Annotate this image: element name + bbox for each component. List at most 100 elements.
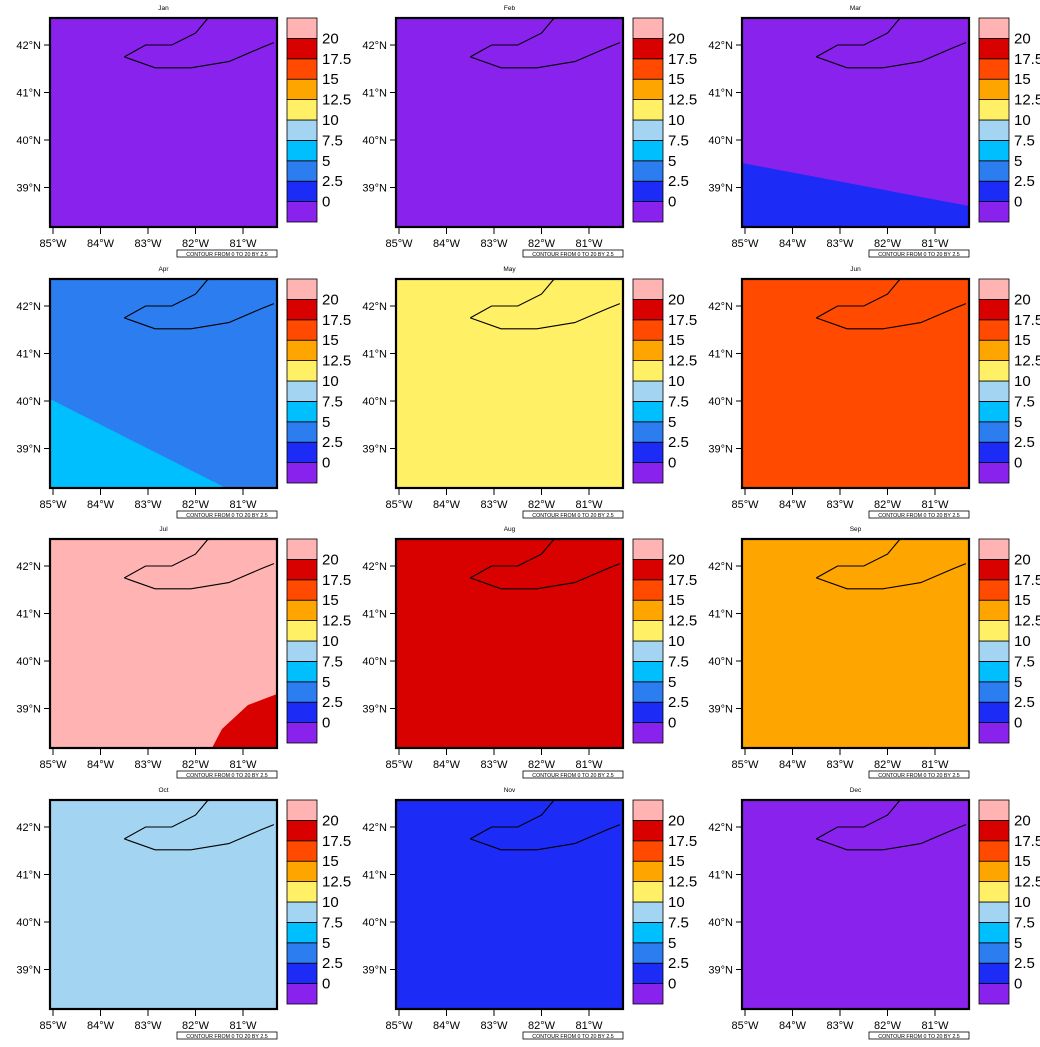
lon-label: 85°W: [731, 1020, 759, 1032]
colorbar-level: 5: [668, 935, 676, 952]
lon-label: 83°W: [480, 238, 508, 250]
colorbar-level: 12.5: [1014, 92, 1040, 109]
contour-info: CONTOUR FROM 0 TO 20 BY 2.5: [532, 252, 613, 258]
colorbar: 0 2.5 5 7.5 10 12.5 15 17.5 20: [632, 17, 697, 223]
colorbar-swatch: [632, 860, 664, 883]
lat-label: 42°N: [708, 40, 733, 52]
colorbar-level: 7.5: [668, 132, 689, 149]
colorbar-swatch: [978, 722, 1010, 744]
map-frame: [394, 16, 625, 229]
contour-info: CONTOUR FROM 0 TO 20 BY 2.5: [532, 773, 613, 779]
colorbar-level: 17.5: [322, 833, 351, 850]
lon-label: 82°W: [182, 499, 210, 511]
lat-label: 39°N: [708, 704, 733, 716]
colorbar-swatch: [978, 201, 1010, 223]
colorbar-level: 10: [668, 112, 685, 129]
shoreline: [816, 563, 967, 590]
panel-title: Jun: [850, 266, 861, 273]
contour-info-box: [522, 510, 624, 519]
contour-info: CONTOUR FROM 0 TO 20 BY 2.5: [186, 252, 267, 258]
colorbar-swatch: [978, 78, 1010, 101]
colorbar-level: 0: [322, 194, 330, 211]
colorbar-level: 2.5: [1014, 434, 1035, 451]
colorbar-level: 20: [322, 291, 339, 308]
colorbar-swatch: [978, 681, 1010, 703]
colorbar-level: 0: [1014, 194, 1022, 211]
lon-label: 83°W: [134, 1020, 162, 1032]
colorbar-level: 7.5: [668, 653, 689, 670]
lon-label: 83°W: [134, 238, 162, 250]
colorbar-swatch: [632, 579, 664, 601]
colorbar-level: 2.5: [322, 173, 343, 190]
colorbar-swatch: [286, 298, 318, 321]
lon-label: 82°W: [528, 499, 556, 511]
lon-label: 81°W: [575, 759, 603, 771]
colorbar-level: 2.5: [668, 955, 689, 972]
colorbar-swatch: [632, 58, 664, 80]
lon-label: 84°W: [779, 238, 807, 250]
colorbar-swatch: [286, 319, 318, 341]
lon-label: 83°W: [480, 499, 508, 511]
lon-label: 81°W: [921, 1020, 949, 1032]
contour-info: CONTOUR FROM 0 TO 20 BY 2.5: [532, 1034, 613, 1040]
colorbar-level: 15: [1014, 853, 1031, 870]
colorbar-swatch: [978, 99, 1010, 121]
lat-label: 40°N: [708, 917, 733, 929]
colorbar-swatch: [286, 421, 318, 443]
colorbar-swatch: [286, 681, 318, 703]
lon-label: 81°W: [229, 238, 257, 250]
colorbar-level: 2.5: [322, 694, 343, 711]
colorbar-swatch: [286, 722, 318, 744]
colorbar-swatch: [978, 901, 1010, 923]
colorbar-swatch: [286, 119, 318, 141]
map-frame: [394, 537, 625, 750]
colorbar-level: 15: [668, 853, 685, 870]
lon-label: 83°W: [826, 499, 854, 511]
contour-info: CONTOUR FROM 0 TO 20 BY 2.5: [878, 1034, 959, 1040]
lon-label: 82°W: [874, 759, 902, 771]
lat-label: 41°N: [362, 609, 387, 621]
colorbar-level: 7.5: [668, 393, 689, 410]
shoreline: [816, 824, 967, 851]
colorbar-level: 10: [668, 633, 685, 650]
lon-label: 82°W: [182, 1020, 210, 1032]
lat-label: 41°N: [708, 349, 733, 361]
colorbar-level: 17.5: [1014, 572, 1040, 589]
colorbar-swatch: [632, 538, 664, 560]
lon-label: 84°W: [433, 238, 461, 250]
contour-info-box: [176, 770, 278, 779]
colorbar-level: 10: [1014, 633, 1031, 650]
lat-label: 41°N: [708, 88, 733, 100]
colorbar-swatch: [286, 180, 318, 202]
colorbar-swatch: [632, 201, 664, 223]
lat-label: 42°N: [16, 822, 41, 834]
colorbar-level: 0: [668, 194, 676, 211]
lat-label: 40°N: [362, 396, 387, 408]
colorbar-level: 7.5: [322, 132, 343, 149]
map-panel-jun: Jun 42°N 41°N 40°N 39°N 85°W 84°W 83°W 82°W 81°W C…: [708, 266, 1040, 519]
lon-label: 84°W: [87, 238, 115, 250]
colorbar-swatch: [286, 620, 318, 642]
colorbar-swatch: [286, 441, 318, 463]
colorbar-level: 15: [668, 71, 685, 88]
shoreline: [124, 563, 275, 590]
map-frame: [740, 537, 971, 750]
colorbar-swatch: [632, 661, 664, 683]
colorbar: 0 2.5 5 7.5 10 12.5 15 17.5 20: [978, 799, 1040, 1005]
panel-title: May: [503, 266, 516, 273]
colorbar-swatch: [286, 701, 318, 723]
lat-label: 40°N: [16, 656, 41, 668]
colorbar-swatch: [286, 380, 318, 402]
colorbar-swatch: [978, 140, 1010, 162]
lat-label: 39°N: [362, 444, 387, 456]
contour-fill: [396, 18, 623, 227]
lon-label: 84°W: [779, 759, 807, 771]
lon-label: 84°W: [779, 499, 807, 511]
lon-label: 82°W: [182, 759, 210, 771]
colorbar: 0 2.5 5 7.5 10 12.5 15 17.5 20: [978, 538, 1040, 744]
colorbar-level: 20: [322, 30, 339, 47]
colorbar-swatch: [632, 558, 664, 581]
colorbar-level: 2.5: [1014, 955, 1035, 972]
map-panel-oct: Oct 42°N 41°N 40°N 39°N 85°W 84°W 83°W 82°W 81°W C…: [16, 787, 351, 1040]
colorbar-swatch: [978, 558, 1010, 581]
